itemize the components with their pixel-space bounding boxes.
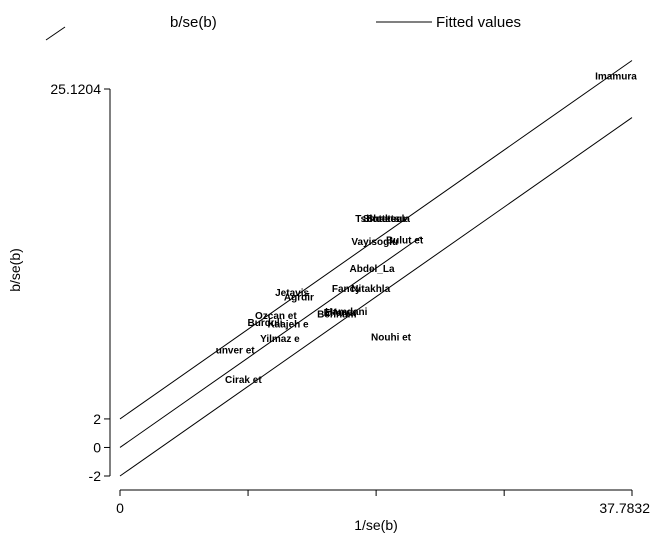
legend: b/se(b) Fitted values [45,14,521,41]
study-point-label: Vayisoglu [351,237,398,248]
study-point-label: Elfarra [324,308,356,319]
y-tick-label: -2 [89,468,102,484]
study-point-label: Behnam [317,310,357,321]
legend-symbol-bse [45,26,66,41]
fitted-regression-line [119,236,422,448]
study-point-label: Burduli [247,318,282,329]
legend-label-fitted: Fitted values [436,14,521,31]
y-tick-label: 2 [93,411,101,427]
study-point-label: Abdel_La [350,264,395,275]
study-point-label: Ozcan et [255,311,297,322]
study-point-label: Bulut et [386,235,424,246]
axes: -2 0 2 25.1204 0 37.7832 [50,81,650,516]
study-point-label: Shotetsu [363,214,406,225]
study-point-label: Hamdani [325,307,367,318]
study-point-label: Yilmaz e [260,334,300,345]
study-point-label: Nouhi et [371,332,412,343]
y-tick-label: 25.1204 [50,81,101,97]
study-point-label: Cirak et [225,375,262,386]
y-axis-title: b/se(b) [7,248,23,292]
study-point-label: unver et [216,345,256,356]
study-point-label: Shakeela [367,214,411,225]
lower-confidence-line [119,117,633,477]
study-point-label: Imamura [595,71,637,82]
study-point-label: Jetavis [275,288,309,299]
study-point-label: Tshotetsu [355,214,402,225]
study-point-label: Nitakhla [351,284,390,295]
y-tick-label: 0 [93,439,101,455]
study-point-label: Fancy [332,284,361,295]
fitted-lines [119,60,633,477]
x-axis-title: 1/se(b) [354,517,398,533]
study-point-label: Kaajeh e [267,320,309,331]
upper-confidence-line [119,60,633,420]
x-tick-label: 37.7832 [599,500,650,516]
legend-label-bse: b/se(b) [170,14,217,31]
x-tick-label: 0 [116,500,124,516]
study-point-label: Agrdir [284,292,314,303]
